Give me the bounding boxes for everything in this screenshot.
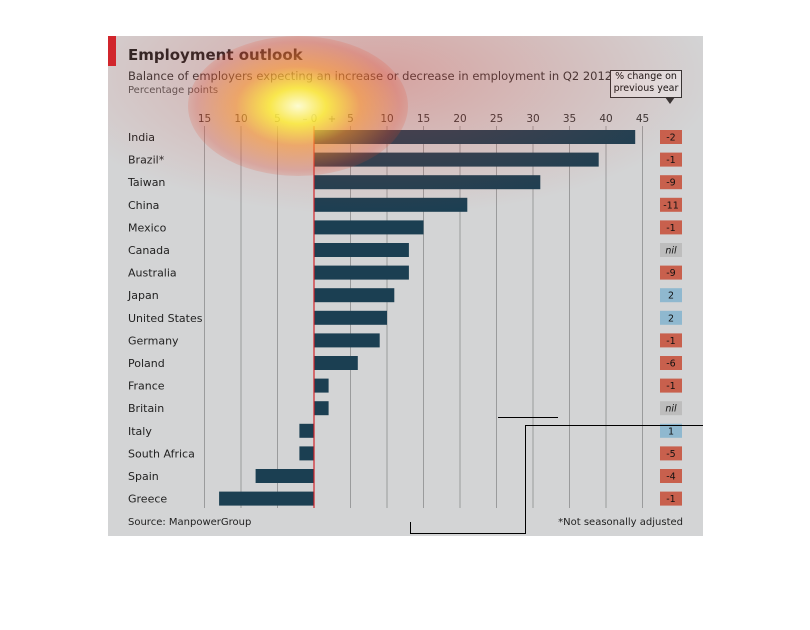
brand-tab [108, 36, 116, 66]
change-badge [660, 446, 682, 461]
change-badge [660, 491, 682, 506]
category-label: Brazil* [128, 154, 165, 167]
bar [314, 130, 636, 144]
annotation-line [498, 417, 558, 418]
change-badge [660, 378, 682, 393]
tick-label: 30 [526, 113, 539, 125]
bar [314, 175, 541, 190]
category-label: Taiwan [127, 176, 165, 189]
change-value: -6 [666, 359, 675, 370]
bar [314, 310, 387, 325]
category-label: France [128, 380, 165, 393]
chart-panel: Employment outlook Balance of employers … [108, 36, 703, 536]
change-badge [660, 265, 682, 280]
change-badge [660, 197, 682, 212]
bar [314, 333, 380, 348]
change-badge [660, 288, 682, 303]
bar [314, 220, 424, 235]
change-value: -1 [666, 494, 675, 505]
category-label: Poland [128, 357, 165, 370]
tick-label: 35 [563, 113, 576, 125]
tick-label: 15 [198, 113, 211, 125]
annotation-line [410, 522, 411, 534]
change-badge [660, 130, 682, 144]
category-label: South Africa [128, 447, 195, 460]
source-note: Source: ManpowerGroup [128, 517, 252, 528]
bar [314, 243, 409, 257]
bar [314, 401, 329, 416]
bar [314, 378, 329, 393]
change-value: -4 [666, 472, 675, 483]
tick-label: 15 [417, 113, 430, 125]
change-badge [660, 152, 682, 167]
change-value: -9 [666, 268, 675, 279]
change-value: nil [665, 404, 677, 415]
change-badge [660, 469, 682, 483]
change-value: 1 [668, 426, 674, 437]
bar [299, 446, 314, 461]
tick-label: 20 [453, 113, 466, 125]
tick-label: 0 [311, 113, 318, 125]
change-value: -11 [663, 200, 679, 211]
bar [314, 288, 395, 303]
change-badge [660, 356, 682, 370]
footnote: *Not seasonally adjusted [558, 517, 683, 528]
bar [314, 152, 599, 167]
chart-units: Percentage points [128, 85, 219, 96]
change-value: -5 [666, 449, 675, 460]
annotation-line [410, 533, 526, 534]
bar [255, 469, 314, 483]
tick-label: 45 [636, 113, 649, 125]
category-label: Australia [128, 267, 177, 280]
change-value: -1 [666, 155, 675, 166]
change-badge [660, 243, 682, 257]
tick-label: 5 [347, 113, 354, 125]
category-label: Mexico [128, 221, 167, 234]
change-value: -1 [666, 381, 675, 392]
bar [314, 356, 358, 370]
change-value: 2 [668, 313, 674, 324]
change-badge [660, 220, 682, 235]
bar [299, 423, 314, 438]
bar [219, 491, 314, 506]
change-value: -1 [666, 223, 675, 234]
category-label: Japan [127, 289, 159, 302]
minus-sign-label: – [303, 114, 308, 125]
category-label: Spain [128, 470, 159, 483]
annotation-line [525, 425, 703, 426]
category-label: Italy [128, 425, 152, 438]
change-badge [660, 423, 682, 438]
category-label: Canada [128, 244, 170, 257]
change-badge [660, 401, 682, 416]
tick-label: 40 [599, 113, 612, 125]
change-value: -1 [666, 336, 675, 347]
tick-label: 10 [380, 113, 393, 125]
change-value: -9 [666, 178, 675, 189]
plus-sign-label: + [328, 114, 336, 125]
tick-label: 25 [490, 113, 503, 125]
change-badge [660, 175, 682, 190]
category-label: United States [128, 312, 203, 325]
category-label: Greece [128, 493, 167, 506]
category-label: India [128, 131, 155, 144]
bar [314, 197, 468, 212]
category-label: China [128, 199, 159, 212]
category-label: Germany [128, 334, 179, 347]
change-value: nil [665, 246, 677, 257]
change-badge [660, 333, 682, 348]
change-column-header: % change on previous year [610, 70, 682, 104]
change-value: 2 [668, 291, 674, 302]
bar [314, 265, 409, 280]
change-badge [660, 310, 682, 325]
change-value: -2 [666, 133, 675, 144]
bar-chart: 15 10 5 0 5 10 15 20 25 30 35 40 45 – + India -2 Brazil* -… [127, 113, 682, 508]
tick-label: 10 [234, 113, 247, 125]
tick-label: 5 [274, 113, 281, 125]
category-label: Britain [128, 402, 164, 415]
annotation-line [525, 425, 526, 534]
